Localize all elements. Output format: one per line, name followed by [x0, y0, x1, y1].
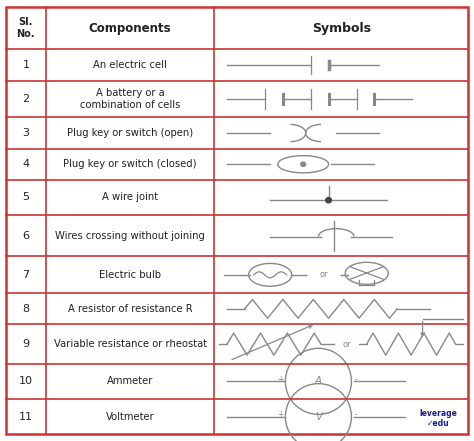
Text: 8: 8 [22, 304, 29, 314]
Circle shape [326, 198, 331, 203]
Text: 9: 9 [22, 339, 29, 349]
Text: Symbols: Symbols [312, 22, 371, 34]
Text: Ammeter: Ammeter [107, 376, 153, 386]
Text: V: V [315, 411, 322, 422]
Circle shape [301, 162, 306, 166]
Text: leverage
✓edu: leverage ✓edu [419, 409, 457, 428]
Text: Sl.
No.: Sl. No. [17, 17, 35, 39]
Text: Variable resistance or rheostat: Variable resistance or rheostat [54, 339, 207, 349]
Text: 10: 10 [19, 376, 33, 386]
Text: An electric cell: An electric cell [93, 60, 167, 70]
Text: Wires crossing without joining: Wires crossing without joining [55, 231, 205, 241]
Text: Plug key or switch (open): Plug key or switch (open) [67, 128, 193, 138]
Text: A wire joint: A wire joint [102, 192, 158, 202]
Text: A resistor of resistance R: A resistor of resistance R [68, 304, 192, 314]
Text: 7: 7 [22, 270, 29, 280]
Text: Electric bulb: Electric bulb [99, 270, 161, 280]
Text: 3: 3 [22, 128, 29, 138]
Text: Components: Components [89, 22, 172, 34]
Text: or: or [319, 270, 328, 279]
Text: or: or [342, 340, 351, 349]
Text: A battery or a
combination of cells: A battery or a combination of cells [80, 88, 180, 110]
Text: 2: 2 [22, 94, 29, 104]
Text: 6: 6 [22, 231, 29, 241]
Text: 4: 4 [22, 159, 29, 169]
Text: A: A [315, 376, 322, 386]
Text: -: - [355, 411, 357, 419]
Text: 11: 11 [19, 411, 33, 422]
Text: -: - [355, 375, 357, 384]
Text: 1: 1 [22, 60, 29, 70]
Text: +: + [277, 375, 284, 384]
Text: Plug key or switch (closed): Plug key or switch (closed) [64, 159, 197, 169]
Text: +: + [277, 411, 284, 419]
Text: 5: 5 [22, 192, 29, 202]
Text: Voltmeter: Voltmeter [106, 411, 155, 422]
